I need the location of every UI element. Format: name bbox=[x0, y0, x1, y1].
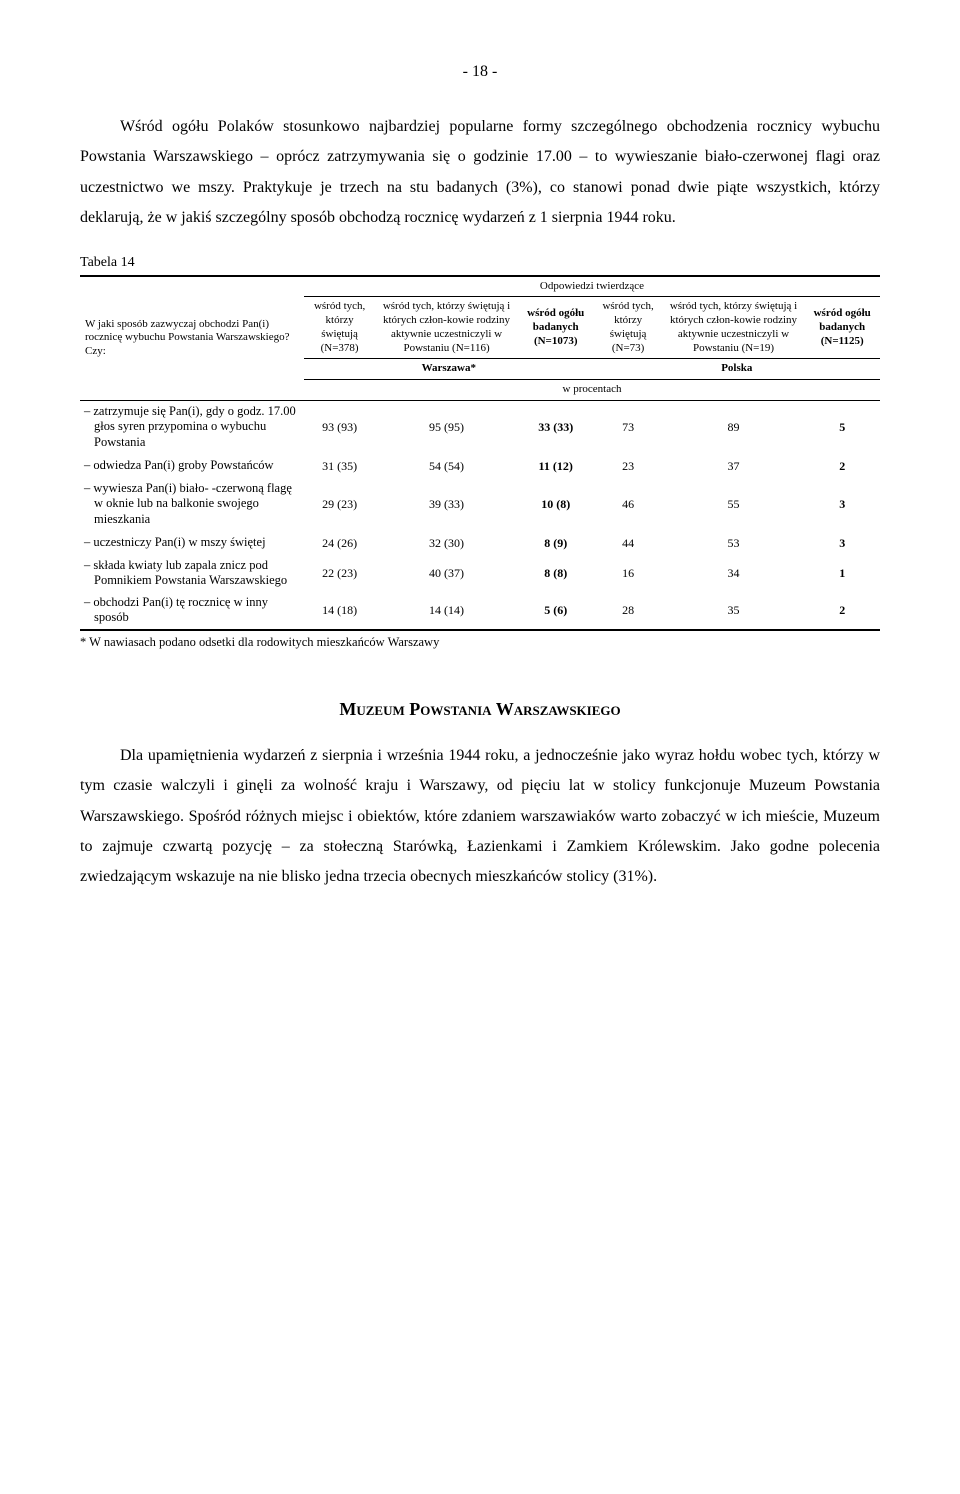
cell: 29 (23) bbox=[304, 478, 375, 531]
table14-header-top: Odpowiedzi twierdzące bbox=[304, 276, 880, 297]
table-row: uczestniczy Pan(i) w mszy świętej 24 (26… bbox=[80, 531, 880, 555]
page-number: - 18 - bbox=[80, 60, 880, 84]
table-row: wywiesza Pan(i) biało- -czerwoną flagę w… bbox=[80, 478, 880, 531]
cell: 37 bbox=[663, 454, 805, 478]
cell: 23 bbox=[594, 454, 663, 478]
row-label: odwiedza Pan(i) groby Powstańców bbox=[80, 454, 304, 478]
cell: 11 (12) bbox=[518, 454, 594, 478]
section-heading: Muzeum Powstania Warszawskiego bbox=[80, 696, 880, 723]
cell: 2 bbox=[804, 454, 880, 478]
cell: 53 bbox=[663, 531, 805, 555]
table-row: odwiedza Pan(i) groby Powstańców 31 (35)… bbox=[80, 454, 880, 478]
cell: 1 bbox=[804, 555, 880, 592]
cell: 14 (18) bbox=[304, 592, 375, 630]
cell: 5 (6) bbox=[518, 592, 594, 630]
cell: 22 (23) bbox=[304, 555, 375, 592]
table14-stub: W jaki sposób zazwyczaj obchodzi Pan(i) … bbox=[85, 318, 299, 359]
city-left: Warszawa* bbox=[304, 359, 594, 380]
cell: 32 (30) bbox=[375, 531, 518, 555]
percent-label: w procentach bbox=[304, 380, 880, 401]
cell: 16 bbox=[594, 555, 663, 592]
cell: 8 (9) bbox=[518, 531, 594, 555]
row-label: uczestniczy Pan(i) w mszy świętej bbox=[80, 531, 304, 555]
cell: 28 bbox=[594, 592, 663, 630]
cell: 14 (14) bbox=[375, 592, 518, 630]
cell: 8 (8) bbox=[518, 555, 594, 592]
table14-footnote: * W nawiasach podano odsetki dla rodowit… bbox=[80, 633, 880, 652]
row-label: obchodzi Pan(i) tę rocznicę w inny sposó… bbox=[80, 592, 304, 630]
cell: 40 (37) bbox=[375, 555, 518, 592]
col-header-4: wśród tych, którzy świętują (N=73) bbox=[594, 297, 663, 359]
col-header-6: wśród ogółu badanych (N=1125) bbox=[804, 297, 880, 359]
cell: 3 bbox=[804, 531, 880, 555]
cell: 2 bbox=[804, 592, 880, 630]
row-label: wywiesza Pan(i) biało- -czerwoną flagę w… bbox=[80, 478, 304, 531]
cell: 44 bbox=[594, 531, 663, 555]
row-label: składa kwiaty lub zapala znicz pod Pomni… bbox=[80, 555, 304, 592]
cell: 5 bbox=[804, 400, 880, 453]
cell: 39 (33) bbox=[375, 478, 518, 531]
col-header-1: wśród tych, którzy świętują (N=378) bbox=[304, 297, 375, 359]
col-header-5: wśród tych, którzy świętują i których cz… bbox=[663, 297, 805, 359]
intro-paragraph: Wśród ogółu Polaków stosunkowo najbardzi… bbox=[80, 112, 880, 234]
cell: 89 bbox=[663, 400, 805, 453]
table14: W jaki sposób zazwyczaj obchodzi Pan(i) … bbox=[80, 275, 880, 632]
table-row: zatrzymuje się Pan(i), gdy o godz. 17.00… bbox=[80, 400, 880, 453]
cell: 55 bbox=[663, 478, 805, 531]
cell: 3 bbox=[804, 478, 880, 531]
cell: 33 (33) bbox=[518, 400, 594, 453]
cell: 54 (54) bbox=[375, 454, 518, 478]
row-label: zatrzymuje się Pan(i), gdy o godz. 17.00… bbox=[80, 400, 304, 453]
col-header-2: wśród tych, którzy świętują i których cz… bbox=[375, 297, 518, 359]
cell: 31 (35) bbox=[304, 454, 375, 478]
cell: 46 bbox=[594, 478, 663, 531]
cell: 34 bbox=[663, 555, 805, 592]
cell: 35 bbox=[663, 592, 805, 630]
closing-paragraph: Dla upamiętnienia wydarzeń z sierpnia i … bbox=[80, 741, 880, 893]
city-right: Polska bbox=[594, 359, 880, 380]
table14-caption: Tabela 14 bbox=[80, 252, 880, 273]
col-header-3: wśród ogółu badanych (N=1073) bbox=[518, 297, 594, 359]
cell: 93 (93) bbox=[304, 400, 375, 453]
cell: 24 (26) bbox=[304, 531, 375, 555]
cell: 95 (95) bbox=[375, 400, 518, 453]
table-row: składa kwiaty lub zapala znicz pod Pomni… bbox=[80, 555, 880, 592]
cell: 73 bbox=[594, 400, 663, 453]
cell: 10 (8) bbox=[518, 478, 594, 531]
table-row: obchodzi Pan(i) tę rocznicę w inny sposó… bbox=[80, 592, 880, 630]
